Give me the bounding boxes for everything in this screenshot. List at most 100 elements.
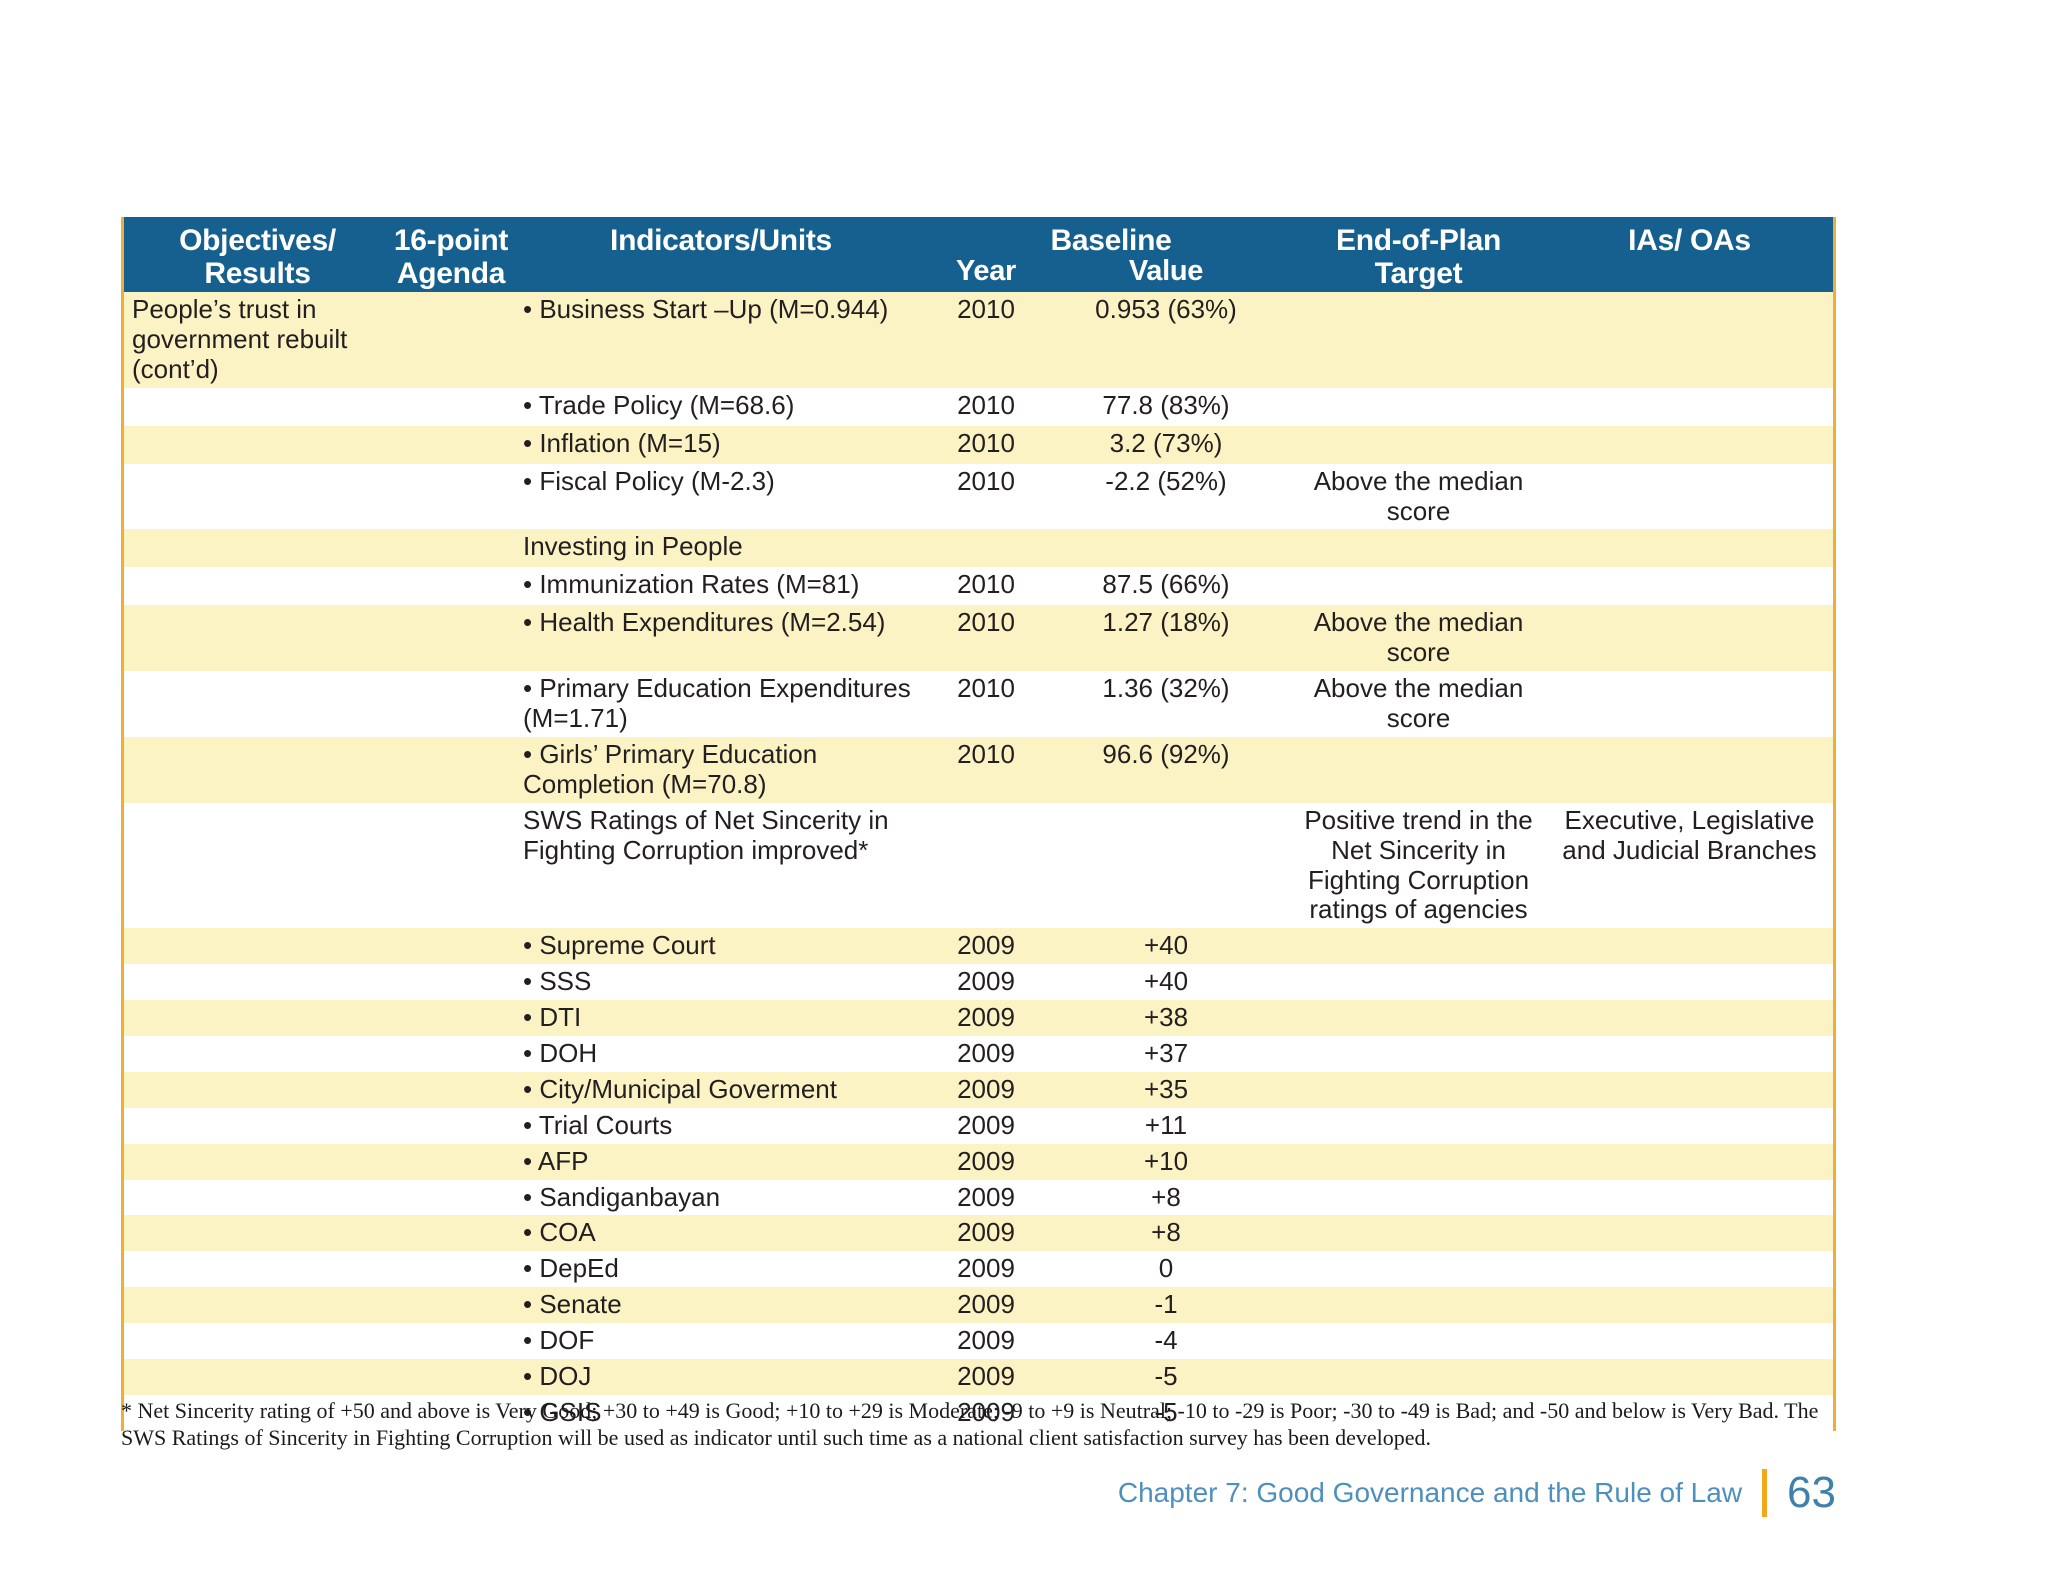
- objectives-cell: [124, 1000, 391, 1036]
- agenda-cell: [391, 671, 511, 737]
- target-cell: [1291, 1287, 1546, 1323]
- agenda-cell: [391, 1144, 511, 1180]
- year-cell: 2010: [957, 427, 1015, 458]
- objectives-cell: [124, 671, 391, 737]
- indicator-cell: • Trial Courts: [523, 1109, 673, 1140]
- indicator-cell: • SSS: [523, 966, 592, 997]
- column-header-indicators: Indicators/Units: [610, 224, 832, 257]
- table-row: • Senate 2009 -1: [124, 1287, 1833, 1324]
- indicator-cell: • Health Expenditures (M=2.54): [523, 607, 886, 638]
- target-cell: Above the median score: [1313, 465, 1524, 526]
- year-cell: 2010: [957, 389, 1015, 420]
- year-cell: 2009: [957, 1038, 1015, 1069]
- value-cell: -1: [1154, 1289, 1178, 1320]
- target-cell: [1291, 292, 1546, 388]
- target-cell: [1291, 1144, 1546, 1180]
- table-row: • DOF 2009 -4: [124, 1323, 1833, 1359]
- target-cell: [1291, 1036, 1546, 1072]
- table-row: • Inflation (M=15) 2010 3.2 (73%): [124, 425, 1833, 464]
- agenda-cell: [391, 1251, 511, 1287]
- ias-cell: [1546, 964, 1833, 1000]
- value-cell: 96.6 (92%): [1102, 739, 1230, 770]
- ias-cell: [1546, 1215, 1833, 1251]
- ias-cell: [1546, 671, 1833, 737]
- value-cell: +8: [1151, 1181, 1181, 1212]
- ias-cell: [1546, 1036, 1833, 1072]
- agenda-cell: [391, 1215, 511, 1251]
- objectives-cell: [124, 803, 391, 929]
- objectives-cell: [124, 426, 391, 462]
- indicator-cell: • Sandiganbayan: [523, 1181, 721, 1212]
- target-cell: [1291, 1180, 1546, 1216]
- table-row: • Trial Courts 2009 +11: [124, 1108, 1833, 1144]
- target-cell: Above the median score: [1313, 673, 1524, 734]
- agenda-cell: [391, 1108, 511, 1144]
- indicator-cell: • Immunization Rates (M=81): [523, 569, 860, 600]
- indicator-cell: • Supreme Court: [523, 930, 716, 961]
- year-cell: 2010: [957, 739, 1015, 770]
- footnote: * Net Sincerity rating of +50 and above …: [121, 1398, 1819, 1450]
- table-row: • Fiscal Policy (M-2.3) 2010 -2.2 (52%) …: [124, 464, 1833, 530]
- agenda-cell: [391, 292, 511, 388]
- target-cell: [1291, 529, 1546, 565]
- value-cell: 0: [1158, 1253, 1174, 1284]
- agenda-cell: [391, 567, 511, 603]
- ias-cell: [1546, 426, 1833, 462]
- ias-cell: [1546, 529, 1833, 565]
- column-header-target: End-of-Plan Target: [1335, 224, 1501, 290]
- results-matrix-table: Objectives/ Results 16-point Agenda Indi…: [121, 217, 1836, 1431]
- indicator-cell: • GSIS: [523, 1396, 602, 1427]
- ias-cell: [1546, 1180, 1833, 1216]
- value-cell: +38: [1143, 1002, 1189, 1033]
- page-number: 63: [1787, 1468, 1836, 1517]
- indicator-cell: • COA: [523, 1217, 596, 1248]
- value-cell: -5: [1154, 1396, 1178, 1427]
- ias-cell: [1546, 1072, 1833, 1108]
- footer-divider-bar: [1762, 1469, 1768, 1517]
- table-row: People’s trust in government rebuilt (co…: [124, 292, 1833, 388]
- indicator-cell: • Senate: [523, 1289, 622, 1320]
- value-cell: [1041, 529, 1291, 565]
- chapter-title: Chapter 7: Good Governance and the Rule …: [1117, 1477, 1743, 1508]
- objectives-cell: [124, 928, 391, 964]
- value-cell: -4: [1154, 1325, 1178, 1356]
- agenda-cell: [391, 1072, 511, 1108]
- agenda-cell: [391, 964, 511, 1000]
- table-row: • Supreme Court 2009 +40: [124, 928, 1833, 965]
- indicator-cell: • Girls’ Primary Education Completion (M…: [523, 739, 818, 799]
- target-cell: [1291, 928, 1546, 964]
- objectives-cell: [124, 1359, 391, 1395]
- objectives-cell: [124, 464, 391, 530]
- target-cell: [1291, 737, 1546, 803]
- agenda-cell: [391, 1323, 511, 1359]
- objectives-cell: [124, 1072, 391, 1108]
- indicator-cell: SWS Ratings of Net Sincerity in Fighting…: [523, 804, 889, 865]
- ias-cell: [1546, 1108, 1833, 1144]
- ias-cell: [1546, 388, 1833, 424]
- indicator-cell: • AFP: [523, 1145, 589, 1176]
- objectives-cell: [124, 1287, 391, 1323]
- year-cell: [931, 803, 1041, 929]
- objectives-cell: [124, 1323, 391, 1359]
- year-cell: 2009: [957, 1253, 1015, 1284]
- target-cell: [1291, 1323, 1546, 1359]
- column-header-value: Value: [1128, 255, 1204, 288]
- year-cell: 2009: [957, 1073, 1015, 1104]
- objectives-cell: [124, 605, 391, 671]
- table-row: • Girls’ Primary Education Completion (M…: [124, 737, 1833, 803]
- year-cell: 2009: [957, 1325, 1015, 1356]
- year-cell: 2010: [957, 673, 1015, 704]
- ias-cell: [1546, 737, 1833, 803]
- agenda-cell: [391, 388, 511, 424]
- target-cell: [1291, 426, 1546, 462]
- value-cell: +40: [1143, 966, 1189, 997]
- value-cell: 77.8 (83%): [1102, 389, 1230, 420]
- table-row: • GSIS 2009 -5: [124, 1395, 1833, 1431]
- agenda-cell: [391, 1036, 511, 1072]
- value-cell: -2.2 (52%): [1105, 465, 1227, 496]
- year-cell: 2009: [957, 1289, 1015, 1320]
- column-header-year: Year: [955, 255, 1017, 288]
- table-row: • Sandiganbayan 2009 +8: [124, 1180, 1833, 1216]
- ias-cell: [1546, 1144, 1833, 1180]
- value-cell: 1.36 (32%): [1102, 673, 1230, 704]
